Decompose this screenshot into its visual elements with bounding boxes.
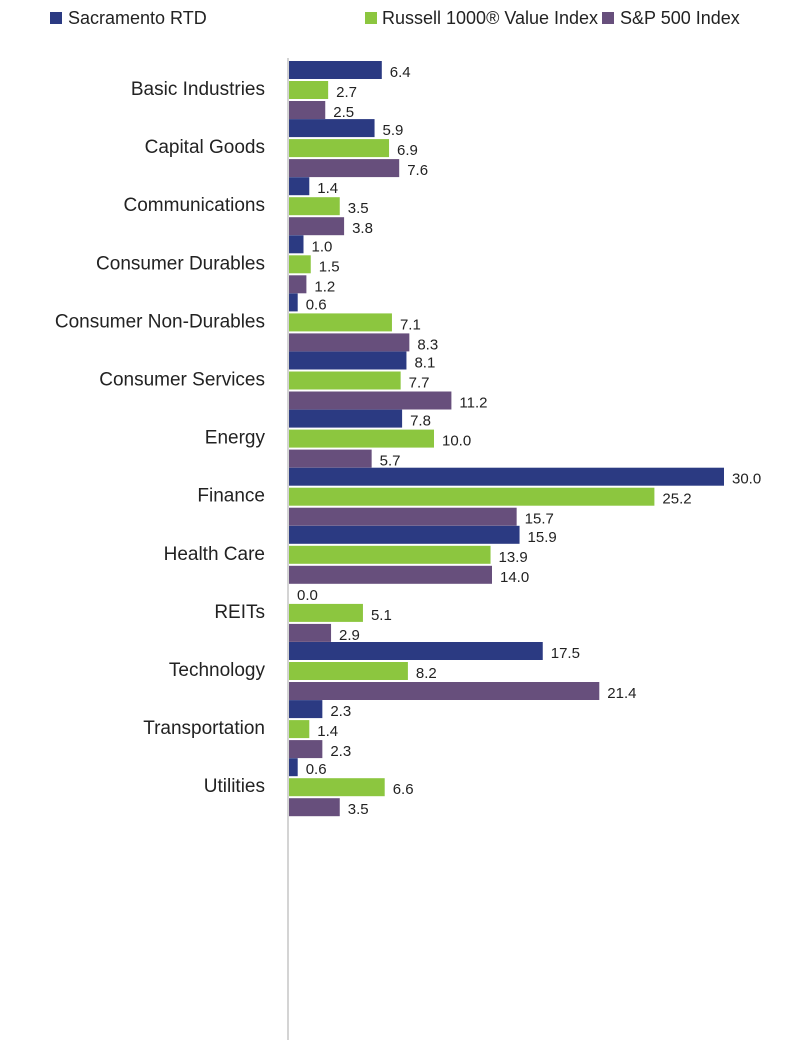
bar <box>289 429 434 448</box>
legend-swatch <box>602 12 614 24</box>
value-label: 1.4 <box>317 180 338 197</box>
value-label: 1.4 <box>317 723 338 740</box>
category-label: Consumer Non-Durables <box>55 311 265 332</box>
legend-label: Sacramento RTD <box>68 8 207 28</box>
bar <box>289 61 382 79</box>
value-label: 14.0 <box>500 569 529 586</box>
value-label: 3.8 <box>352 220 373 237</box>
legend-swatch <box>365 12 377 24</box>
bar <box>289 101 326 119</box>
bar <box>289 313 392 332</box>
value-label: 6.9 <box>397 142 418 159</box>
value-label: 17.5 <box>551 645 580 662</box>
value-label: 15.9 <box>528 529 557 546</box>
value-label: 25.2 <box>662 491 691 508</box>
category-label: Capital Goods <box>145 137 265 158</box>
bar <box>289 177 310 196</box>
value-label: 1.0 <box>312 238 333 255</box>
category-label: Consumer Durables <box>96 253 265 274</box>
bar <box>289 139 390 158</box>
bar <box>289 740 323 759</box>
bar <box>289 81 329 99</box>
bar <box>289 217 345 236</box>
value-label: 3.5 <box>348 801 369 818</box>
bar <box>289 700 323 719</box>
value-label: 1.2 <box>314 278 335 295</box>
bar <box>289 197 340 216</box>
bar <box>289 293 298 312</box>
value-label: 7.6 <box>407 162 428 179</box>
category-label: Transportation <box>143 718 265 739</box>
category-label: REITs <box>214 602 265 623</box>
value-label: 11.2 <box>459 394 487 411</box>
value-label: 8.1 <box>414 354 435 371</box>
value-label: 2.9 <box>339 627 360 644</box>
category-label: Consumer Services <box>99 370 265 391</box>
category-label: Communications <box>124 195 266 216</box>
value-label: 1.5 <box>319 258 340 275</box>
legend-swatch <box>50 12 62 24</box>
bar <box>289 235 304 254</box>
legend-label: Russell 1000® Value Index <box>382 8 598 28</box>
value-label: 5.1 <box>371 607 392 624</box>
bar <box>289 467 724 486</box>
value-label: 0.6 <box>306 296 327 313</box>
value-label: 2.7 <box>336 84 357 101</box>
value-label: 5.9 <box>383 122 404 139</box>
category-label: Energy <box>205 428 266 449</box>
bar <box>289 333 410 352</box>
bar <box>289 642 543 660</box>
value-label: 6.6 <box>393 781 414 798</box>
value-label: 0.6 <box>306 761 327 778</box>
value-label: 7.1 <box>400 316 421 333</box>
bar <box>289 275 307 294</box>
bar <box>289 351 407 370</box>
bar <box>289 119 375 138</box>
value-label: 8.2 <box>416 665 437 682</box>
value-label: 21.4 <box>607 685 636 702</box>
bar <box>289 603 363 622</box>
value-label: 2.3 <box>330 703 351 720</box>
bar <box>289 409 403 428</box>
bar <box>289 565 492 584</box>
bar <box>289 391 452 410</box>
bar <box>289 662 408 680</box>
bar <box>289 623 332 642</box>
value-label: 3.5 <box>348 200 369 217</box>
value-label: 15.7 <box>525 511 554 528</box>
value-label: 10.0 <box>442 433 471 450</box>
bar <box>289 758 298 777</box>
category-label: Technology <box>169 660 266 681</box>
value-label: 30.0 <box>732 471 761 488</box>
bar <box>289 507 517 526</box>
value-label: 7.8 <box>410 413 431 430</box>
value-label: 7.7 <box>409 374 430 391</box>
value-label: 5.7 <box>380 453 401 470</box>
category-label: Basic Industries <box>131 79 265 100</box>
value-label: 2.3 <box>330 743 351 760</box>
bar <box>289 682 600 700</box>
category-label: Utilities <box>204 776 265 797</box>
legend-label: S&P 500 Index <box>620 8 740 28</box>
bar <box>289 720 310 739</box>
bar <box>289 371 401 390</box>
bar <box>289 525 520 544</box>
value-label: 6.4 <box>390 64 411 81</box>
bar <box>289 159 400 178</box>
bar <box>289 545 491 564</box>
bar <box>289 778 385 797</box>
bar <box>289 449 372 468</box>
category-label: Health Care <box>164 544 265 565</box>
bar <box>289 255 311 274</box>
category-label: Finance <box>197 486 265 507</box>
value-label: 2.5 <box>333 104 354 121</box>
value-label: 13.9 <box>499 549 528 566</box>
bar <box>289 487 655 506</box>
value-label: 8.3 <box>417 336 438 353</box>
value-label: 0.0 <box>297 587 318 604</box>
bar <box>289 798 340 817</box>
